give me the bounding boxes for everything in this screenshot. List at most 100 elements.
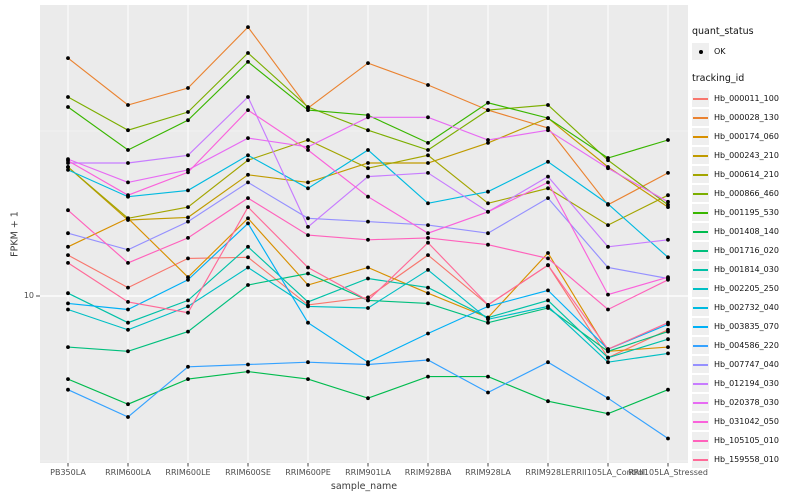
data-point [426, 223, 430, 228]
data-point [126, 349, 130, 354]
legend-key-box [692, 337, 709, 354]
data-point [426, 331, 430, 336]
panel-background [40, 5, 688, 463]
legend-color-line-icon [693, 344, 708, 347]
legend-color-line-icon [693, 116, 708, 119]
legend-item-label: Hb_002732_040 [714, 303, 779, 312]
data-point [66, 301, 70, 306]
legend-key-box [692, 242, 709, 259]
data-point [606, 355, 610, 360]
legend-key-box [692, 280, 709, 297]
data-point [486, 209, 490, 214]
legend-item-ok: OK [692, 42, 800, 61]
data-point [186, 188, 190, 193]
data-point [426, 115, 430, 120]
data-point [666, 202, 670, 207]
y-axis-title: FPKM + 1 [9, 211, 21, 257]
legend-key-box [692, 90, 709, 107]
legend-color-line-icon [693, 420, 708, 423]
data-point [426, 161, 430, 165]
legend-key-box [692, 223, 709, 240]
legend-item-Hb_002205_250: Hb_002205_250 [692, 279, 800, 298]
data-point [426, 291, 430, 296]
data-point [486, 189, 490, 194]
data-point [126, 327, 130, 332]
data-point [126, 415, 130, 419]
data-point [126, 300, 130, 304]
legend-key-box [692, 185, 709, 202]
legend-item-Hb_105105_010: Hb_105105_010 [692, 431, 800, 450]
data-point [186, 277, 190, 282]
legend-key-box [692, 261, 709, 278]
data-point [126, 285, 130, 290]
data-point [606, 244, 610, 249]
data-point [186, 170, 190, 175]
data-point [246, 221, 250, 226]
data-point [426, 83, 430, 87]
legend-key-box [692, 299, 709, 316]
data-point [186, 377, 190, 381]
legend-item-Hb_000243_210: Hb_000243_210 [692, 146, 800, 165]
data-point [666, 351, 670, 356]
data-point [306, 271, 310, 276]
data-point [246, 60, 250, 64]
legend-color-line-icon [693, 458, 708, 461]
data-point [426, 285, 430, 290]
data-point [666, 237, 670, 242]
data-point [66, 291, 70, 296]
data-point [546, 304, 550, 309]
legend-item-Hb_000866_460: Hb_000866_460 [692, 184, 800, 203]
legend-color-line-icon [693, 249, 708, 252]
data-point [306, 233, 310, 238]
data-point [246, 265, 250, 270]
data-point [306, 180, 310, 185]
data-point [306, 377, 310, 381]
data-point [246, 216, 250, 221]
data-point [306, 105, 310, 109]
legend-color-line-icon [693, 192, 708, 195]
data-point [246, 369, 250, 374]
legend-item-Hb_003835_070: Hb_003835_070 [692, 317, 800, 336]
legend-item-label: Hb_159558_010 [714, 455, 779, 464]
data-point [366, 115, 370, 120]
data-point [546, 180, 550, 185]
data-point [606, 347, 610, 352]
data-point [366, 306, 370, 310]
data-point [126, 307, 130, 312]
legend-key-box [692, 128, 709, 145]
data-point [66, 261, 70, 265]
data-point [426, 374, 430, 379]
data-point [246, 283, 250, 287]
gridlines [40, 5, 688, 463]
legend-item-label: Hb_031042_050 [714, 417, 779, 426]
point-icon [698, 49, 703, 54]
legend-item-Hb_000011_100: Hb_000011_100 [692, 89, 800, 108]
data-point [606, 202, 610, 206]
legend-item-Hb_031042_050: Hb_031042_050 [692, 412, 800, 431]
legend-item-label: Hb_000174_060 [714, 132, 779, 141]
data-point [306, 186, 310, 191]
y-tick-label: 10 [23, 291, 34, 300]
data-point [126, 128, 130, 133]
data-point [366, 61, 370, 65]
data-point [366, 295, 370, 300]
data-point [186, 304, 190, 309]
data-point [306, 283, 310, 287]
data-point [126, 148, 130, 152]
data-point [66, 377, 70, 381]
data-point [246, 362, 250, 367]
data-point [366, 265, 370, 270]
data-point [186, 219, 190, 224]
data-point [486, 242, 490, 247]
data-point [306, 265, 310, 270]
data-point [126, 216, 130, 221]
legend-item-Hb_020378_030: Hb_020378_030 [692, 393, 800, 412]
data-point [186, 256, 190, 261]
data-point [246, 205, 250, 210]
legend-key-box [692, 166, 709, 183]
legend-item-label: Hb_000011_100 [714, 94, 779, 103]
legend-item-Hb_002732_040: Hb_002732_040 [692, 298, 800, 317]
data-point [186, 153, 190, 158]
data-point [66, 95, 70, 99]
legend-item-label: Hb_001408_140 [714, 227, 779, 236]
